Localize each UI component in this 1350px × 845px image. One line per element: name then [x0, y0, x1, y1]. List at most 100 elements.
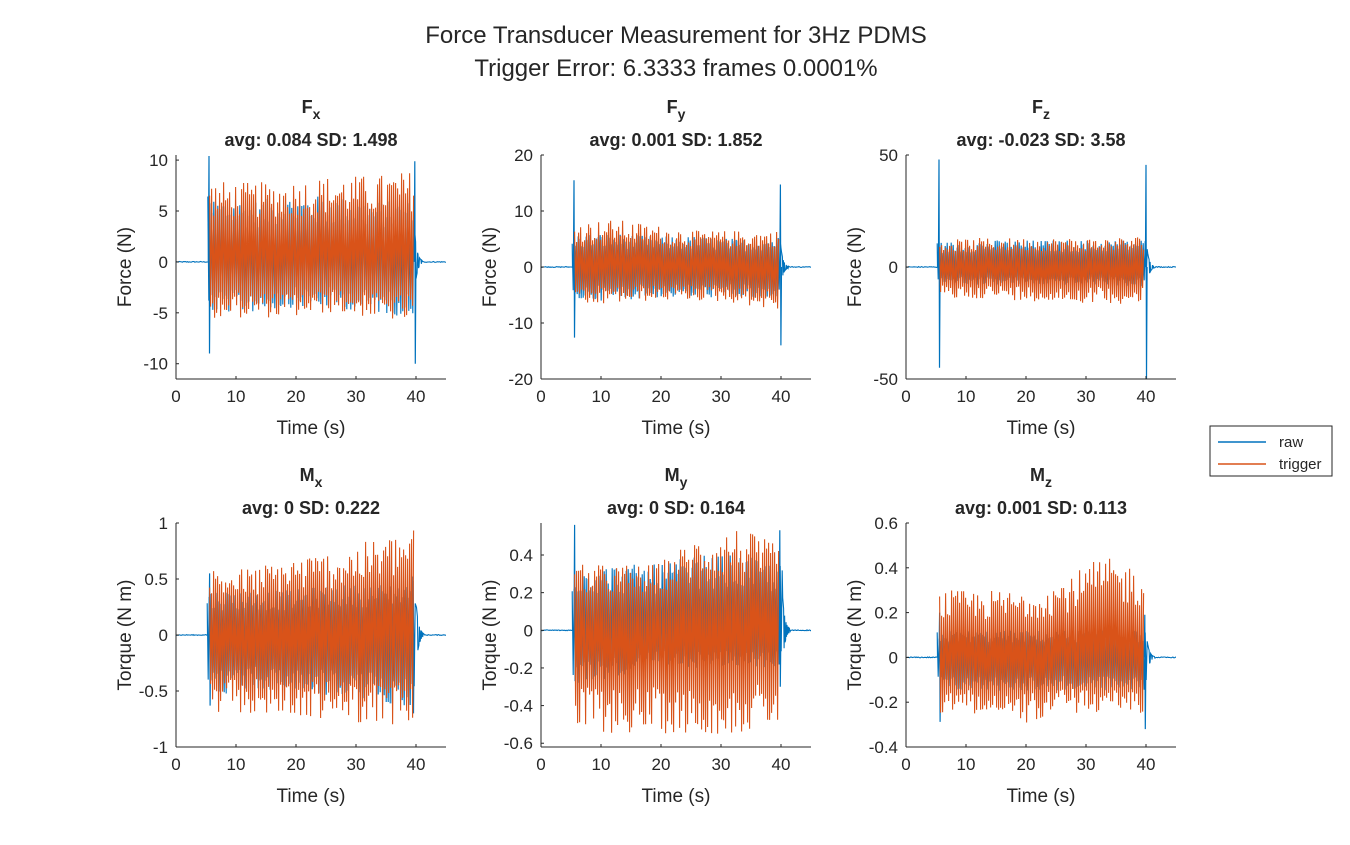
legend-trigger-label: trigger	[1279, 456, 1322, 473]
subplot-title: My	[665, 465, 688, 490]
x-tick-label: 10	[957, 387, 976, 406]
subplot-my: My avg: 0 SD: 0.164 0 10 20 30 40 -0.6 -0.4 -0.2 0…	[480, 465, 811, 807]
figure-title-line2: Trigger Error: 6.3333 frames 0.0001%	[474, 55, 877, 82]
y-tick-label: -0.2	[504, 659, 533, 678]
y-tick-label: -0.4	[504, 697, 533, 716]
y-tick-label: 0	[159, 253, 168, 272]
x-tick-label: 0	[171, 755, 180, 774]
x-tick-label: 40	[1137, 755, 1156, 774]
y-tick-label: 0	[159, 626, 168, 645]
y-tick-label: 10	[149, 151, 168, 170]
subplot-title: Mx	[300, 465, 323, 490]
series-line-trigger	[209, 173, 415, 319]
x-tick-label: 0	[536, 755, 545, 774]
y-tick-label: 0.5	[144, 570, 168, 589]
subplot-title: Fy	[667, 97, 686, 122]
x-tick-label: 30	[347, 755, 366, 774]
subplot-mz: Mz avg: 0.001 SD: 0.113 0 10 20 30 40 -0.4 -0.2 0…	[845, 465, 1176, 807]
y-tick-label: 20	[514, 146, 533, 165]
y-tick-label: 0	[889, 258, 898, 277]
y-axis-label: Torque (N m)	[480, 580, 501, 691]
x-tick-label: 0	[901, 387, 910, 406]
x-tick-label: 40	[407, 387, 426, 406]
y-tick-label: -10	[143, 355, 168, 374]
subplot-title: Mz	[1030, 465, 1052, 490]
x-tick-label: 20	[1017, 387, 1036, 406]
y-tick-label: -5	[153, 304, 168, 323]
x-tick-label: 30	[712, 755, 731, 774]
x-tick-label: 30	[1077, 755, 1096, 774]
series-group	[176, 530, 446, 725]
legend-box	[1209, 425, 1333, 477]
subplot-stats: avg: 0 SD: 0.164	[607, 498, 745, 518]
subplot-stats: avg: -0.023 SD: 3.58	[956, 130, 1125, 150]
series-line-trigger	[209, 530, 415, 725]
y-tick-label: -20	[508, 370, 533, 389]
y-tick-label: -0.6	[504, 734, 533, 753]
series-spike-raw	[1143, 614, 1147, 730]
series-spike-raw	[572, 180, 576, 338]
x-axis-label: Time (s)	[642, 418, 711, 439]
y-tick-label: 0	[889, 648, 898, 667]
legend-raw-label: raw	[1279, 434, 1303, 451]
x-tick-label: 30	[1077, 387, 1096, 406]
x-tick-label: 40	[1137, 387, 1156, 406]
x-axis-label: Time (s)	[277, 418, 346, 439]
y-tick-label: 0.4	[509, 546, 533, 565]
x-tick-label: 0	[901, 755, 910, 774]
legend[interactable]: raw trigger	[1209, 425, 1333, 477]
subplot-stats: avg: 0 SD: 0.222	[242, 498, 380, 518]
x-tick-label: 30	[347, 387, 366, 406]
x-tick-label: 20	[652, 387, 671, 406]
y-tick-label: 0.2	[509, 584, 533, 603]
series-line-trigger	[939, 237, 1145, 304]
x-tick-label: 40	[772, 755, 791, 774]
x-tick-label: 0	[171, 387, 180, 406]
series-line-trigger	[574, 531, 780, 734]
x-tick-label: 40	[772, 387, 791, 406]
x-tick-label: 20	[287, 755, 306, 774]
y-tick-label: 50	[879, 146, 898, 165]
y-axis-label: Torque (N m)	[845, 580, 866, 691]
series-line-trigger	[939, 558, 1145, 723]
series-spike-raw	[779, 184, 783, 346]
subplot-stats: avg: 0.001 SD: 1.852	[589, 130, 762, 150]
y-tick-label: 10	[514, 202, 533, 221]
y-tick-label: -10	[508, 314, 533, 333]
series-spike-raw	[937, 159, 941, 368]
x-axis-label: Time (s)	[642, 786, 711, 807]
subplot-fy: Fy avg: 0.001 SD: 1.852 0 10 20 30 40 -20 -10 0 10…	[480, 97, 811, 439]
y-tick-label: 5	[159, 202, 168, 221]
y-tick-label: -0.4	[869, 738, 898, 757]
y-tick-label: 0	[524, 258, 533, 277]
series-line-trigger	[574, 220, 780, 309]
y-tick-label: 0.6	[874, 514, 898, 533]
subplot-title: Fz	[1032, 97, 1050, 122]
x-tick-label: 20	[287, 387, 306, 406]
y-axis-label: Torque (N m)	[115, 580, 136, 691]
series-spike-raw	[207, 155, 211, 354]
y-tick-label: -0.2	[869, 693, 898, 712]
subplot-fx: Fx avg: 0.084 SD: 1.498 0 10 20 30 40 -10 -5 0 5 10…	[115, 97, 446, 439]
x-tick-label: 10	[227, 755, 246, 774]
y-axis-label: Force (N)	[845, 227, 866, 307]
y-tick-label: -0.5	[139, 682, 168, 701]
figure-title-line1: Force Transducer Measurement for 3Hz PDM…	[425, 22, 927, 49]
y-tick-label: -50	[873, 370, 898, 389]
x-axis-label: Time (s)	[277, 786, 346, 807]
y-tick-label: -1	[153, 738, 168, 757]
y-tick-label: 0.2	[874, 604, 898, 623]
x-tick-label: 30	[712, 387, 731, 406]
series-group	[906, 159, 1176, 379]
x-tick-label: 10	[592, 755, 611, 774]
x-axis-label: Time (s)	[1007, 786, 1076, 807]
series-spike-raw	[413, 161, 417, 364]
series-group	[541, 524, 811, 734]
subplot-mx: Mx avg: 0 SD: 0.222 0 10 20 30 40 -1 -0.5 0 0.5 1 Ti…	[115, 465, 446, 807]
x-axis-label: Time (s)	[1007, 418, 1076, 439]
subplot-title: Fx	[302, 97, 321, 122]
series-spike-raw	[778, 530, 782, 687]
